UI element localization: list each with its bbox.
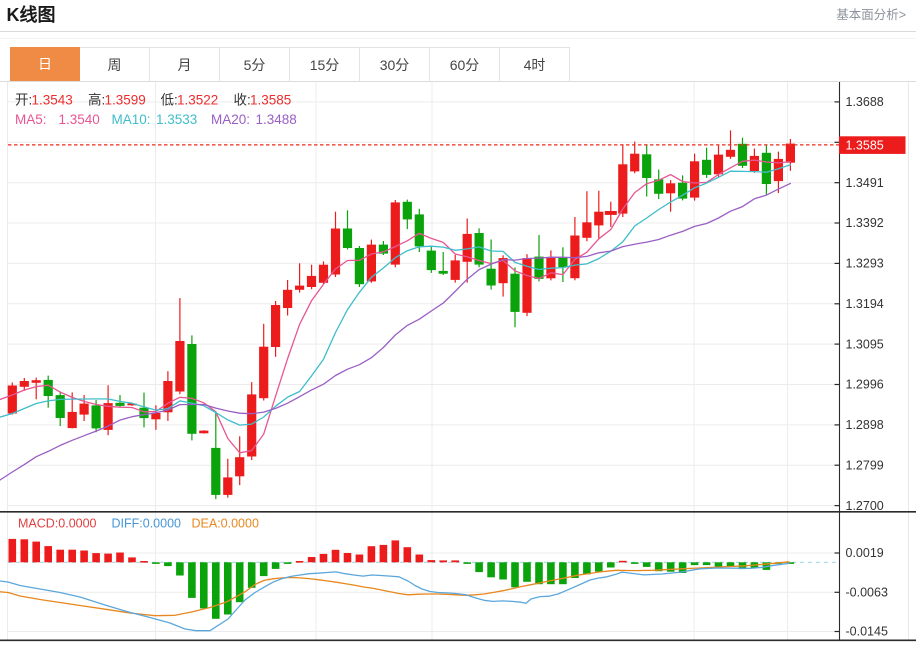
svg-text:1.3392: 1.3392 (846, 216, 884, 230)
svg-text:-0.0063: -0.0063 (846, 586, 888, 600)
svg-text:1.3095: 1.3095 (846, 337, 884, 351)
svg-text:1.2996: 1.2996 (846, 378, 884, 392)
svg-text:1.3293: 1.3293 (846, 257, 884, 271)
svg-text:1.2700: 1.2700 (846, 499, 884, 513)
svg-text:1.3491: 1.3491 (846, 176, 884, 190)
svg-text:1.3688: 1.3688 (846, 95, 884, 109)
svg-text:1.2799: 1.2799 (846, 458, 884, 472)
svg-text:1.3585: 1.3585 (846, 138, 884, 152)
svg-text:1.3194: 1.3194 (846, 297, 884, 311)
svg-text:0.0019: 0.0019 (846, 546, 884, 560)
svg-text:-0.0145: -0.0145 (846, 625, 888, 639)
svg-text:1.2898: 1.2898 (846, 418, 884, 432)
